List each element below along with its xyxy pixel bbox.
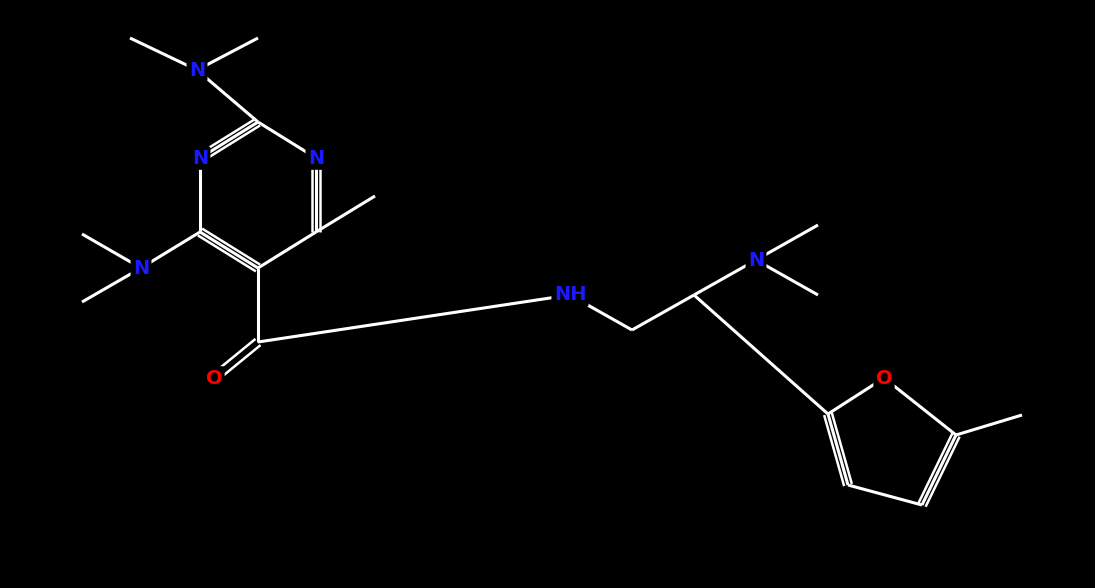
Text: N: N [748,250,764,269]
Text: NH: NH [554,286,586,305]
Text: O: O [206,369,222,387]
Text: O: O [876,369,892,387]
Text: N: N [188,61,205,79]
Text: N: N [192,149,208,168]
Text: N: N [308,149,324,168]
Text: N: N [132,259,149,278]
